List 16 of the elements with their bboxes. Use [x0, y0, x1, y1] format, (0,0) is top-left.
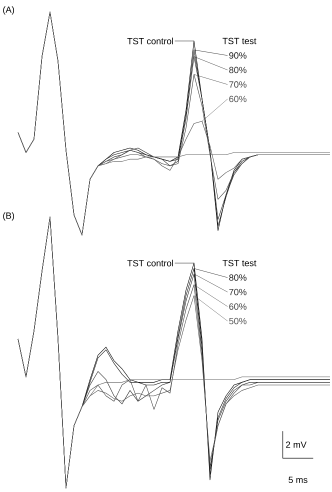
text: 60%: [229, 303, 246, 310]
text: TST control: [127, 260, 173, 266]
chart-title: (A): [3, 6, 14, 15]
annotation: 5 ms: [288, 476, 308, 484]
legend-label: 80%: [229, 274, 246, 281]
annotation: TST test: [222, 260, 256, 266]
text: TST control: [127, 38, 173, 44]
legend-label: 70%: [229, 81, 246, 88]
text: 80%: [229, 66, 246, 74]
text: 50%: [229, 318, 246, 324]
text: 60%: [229, 96, 246, 102]
chart-title: (B): [3, 212, 14, 221]
text: 70%: [229, 288, 246, 296]
annotation: 2 mV: [286, 442, 307, 448]
annotation: TST test: [222, 38, 256, 44]
legend-label: 90%: [229, 52, 246, 59]
